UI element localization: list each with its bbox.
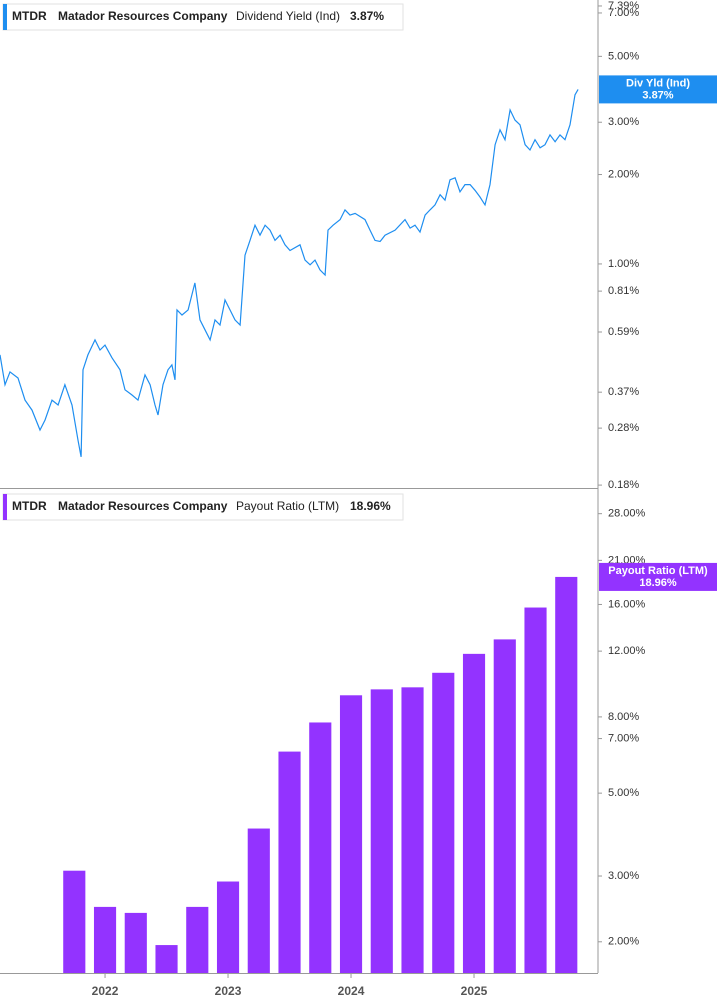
y-tick-label: 1.00% [608, 258, 639, 270]
y-tick-label: 2.00% [608, 168, 639, 180]
legend-text: Matador Resources Company [58, 499, 228, 513]
y-tick-label: 7.00% [608, 7, 639, 19]
x-tick-label: 2024 [338, 984, 365, 998]
y-tick-label: 16.00% [608, 598, 646, 610]
y-tick-label: 0.59% [608, 326, 639, 338]
bar [278, 751, 301, 973]
y-tick-label: 8.00% [608, 711, 639, 723]
flag-name: Div Yld (Ind) [626, 77, 690, 89]
flag-value: 18.96% [639, 577, 677, 589]
bar [555, 576, 578, 973]
y-tick-label: 0.81% [608, 285, 639, 297]
legend-text: 18.96% [350, 499, 391, 513]
bar [370, 689, 393, 973]
bar [339, 695, 363, 973]
y-tick-label: 28.00% [608, 508, 646, 520]
y-tick-label: 3.00% [608, 116, 639, 128]
x-tick-label: 2025 [461, 984, 488, 998]
y-tick-label: 0.18% [608, 479, 639, 491]
bar [93, 906, 117, 973]
y-tick-label: 7.39% [608, 0, 639, 12]
bar [493, 639, 516, 973]
y-tick-label: 5.00% [608, 50, 639, 62]
x-tick-label: 2022 [92, 984, 119, 998]
bar [155, 945, 178, 973]
legend-swatch [3, 4, 7, 30]
bar [63, 870, 86, 973]
x-tick-label: 2023 [215, 984, 242, 998]
flag-name: Payout Ratio (LTM) [608, 565, 708, 577]
flag-value: 3.87% [642, 89, 673, 101]
legend-text: Dividend Yield (Ind) [236, 9, 340, 23]
bar [401, 687, 424, 973]
bar [216, 881, 240, 973]
line [0, 89, 579, 458]
bar [524, 607, 547, 973]
legend-box [2, 493, 404, 521]
legend-swatch [3, 494, 7, 520]
bar [309, 722, 332, 973]
bar [247, 828, 270, 973]
legend-text: MTDR [12, 9, 47, 23]
legend-text: MTDR [12, 499, 47, 513]
y-tick-label: 2.00% [608, 936, 639, 948]
last-value-flag [599, 75, 717, 104]
bar [462, 653, 486, 973]
last-value-flag [599, 562, 717, 591]
y-tick-label: 12.00% [608, 645, 646, 657]
y-tick-label: 0.37% [608, 386, 639, 398]
legend-text: Matador Resources Company [58, 9, 228, 23]
bar [186, 906, 209, 973]
legend-text: 3.87% [350, 9, 384, 23]
legend-text: Payout Ratio (LTM) [236, 499, 339, 513]
y-tick-label: 7.00% [608, 732, 639, 744]
y-tick-label: 0.28% [608, 422, 639, 434]
bar [124, 912, 147, 973]
y-tick-label: 3.00% [608, 870, 639, 882]
y-tick-label: 5.00% [608, 787, 639, 799]
bar [432, 672, 455, 973]
